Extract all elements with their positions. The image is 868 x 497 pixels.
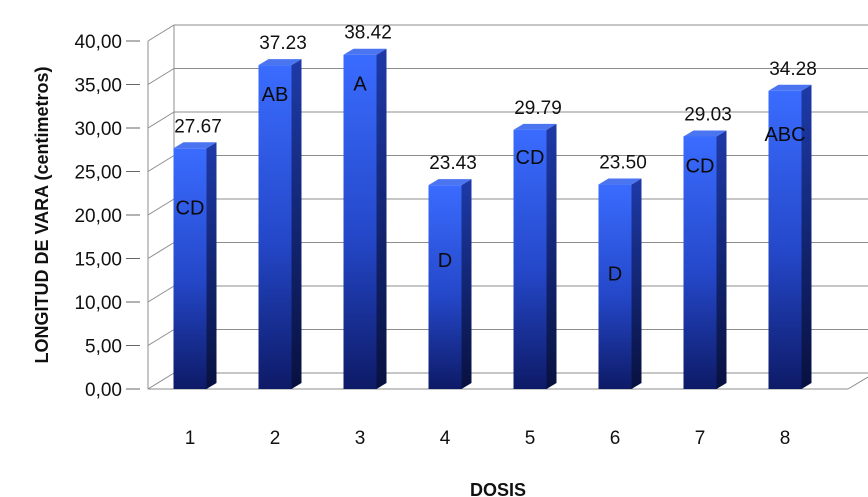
gridline-connector [147, 372, 175, 390]
y-tick-label: 25,00 [74, 163, 122, 184]
bar-side [376, 48, 387, 389]
bar-5 [513, 123, 557, 390]
bar-top [173, 142, 217, 149]
gridline-connector [147, 24, 175, 42]
value-label: 27.67 [174, 116, 222, 137]
bar-top [343, 48, 387, 55]
bar-2 [258, 59, 302, 389]
bar-1 [173, 142, 217, 389]
bar-side [546, 123, 557, 390]
group-label: CD [516, 147, 545, 169]
bar-side [461, 179, 472, 389]
gridline-connector [147, 68, 175, 85]
group-label: A [353, 74, 367, 96]
bar-side [631, 178, 642, 389]
group-label: CD [686, 155, 715, 177]
bar-front [258, 65, 292, 389]
value-label: 34.28 [769, 59, 817, 80]
x-tick-label: 8 [780, 428, 791, 449]
bar-top [513, 123, 557, 130]
bar-front [343, 54, 377, 389]
y-axis-title: LONGITUD DE VARA (centimetros) [32, 66, 52, 363]
floor-edge [847, 376, 868, 390]
x-tick-label: 4 [440, 428, 451, 449]
x-tick-label: 7 [695, 428, 706, 449]
y-tick-label: 10,00 [74, 293, 122, 314]
gridline-connector [147, 155, 175, 172]
bar-7 [683, 130, 727, 389]
gridline-connector [147, 329, 175, 346]
x-tick-label: 3 [355, 428, 366, 449]
bar-side [801, 84, 812, 389]
gridline-connector [147, 111, 175, 129]
value-label: 29.79 [514, 98, 562, 119]
bar-front [428, 185, 462, 389]
bar-top [598, 178, 642, 185]
value-label: 37.23 [259, 33, 307, 54]
y-tick-label: 0,00 [85, 380, 122, 401]
bar-front [683, 136, 717, 389]
bar-top [428, 179, 472, 186]
group-label: AB [262, 84, 289, 106]
group-label: ABC [764, 124, 805, 146]
x-tick-label: 5 [525, 428, 536, 449]
bar-top [683, 130, 727, 137]
y-tick-label: 35,00 [74, 76, 122, 97]
x-tick-label: 1 [185, 428, 196, 449]
group-label: CD [176, 197, 205, 219]
group-label: D [608, 264, 622, 286]
bar-4 [428, 179, 472, 389]
x-axis-title: DOSIS [470, 480, 526, 497]
bar-front [513, 129, 547, 389]
bar-front [768, 90, 802, 389]
gridline-connector [147, 285, 175, 303]
bar-3 [343, 48, 387, 389]
group-label: D [438, 250, 452, 272]
bars [173, 48, 812, 390]
gridline-connector [147, 198, 175, 216]
bar-side [716, 130, 727, 389]
value-label: 23.50 [599, 153, 647, 174]
y-tick-label: 30,00 [74, 119, 122, 140]
x-tick-label: 2 [270, 428, 281, 449]
bar-side [206, 142, 217, 389]
value-label: 23.43 [429, 153, 477, 174]
bar-8 [768, 84, 812, 389]
axes: 0,00 5,00 10,00 15,00 20,00 25,00 30,00 35,00 40… [74, 25, 868, 401]
bar-front [173, 148, 207, 389]
y-tick-label: 5,00 [85, 337, 122, 358]
y-tick-label: 40,00 [74, 32, 122, 53]
y-tick-label: 20,00 [74, 206, 122, 227]
gridlines [147, 24, 868, 390]
bar-6 [598, 178, 642, 389]
chart-labels: 27.67 CD 1 37.23 AB 2 38.42 A 3 23.43 D 4 29.79 CD 5 23… [174, 23, 817, 449]
value-label: 38.42 [344, 23, 392, 44]
bar-top [768, 84, 812, 91]
y-tick-label: 15,00 [74, 250, 122, 271]
gridline-connector [147, 242, 175, 259]
bar-top [258, 59, 302, 66]
x-tick-label: 6 [610, 428, 621, 449]
value-label: 29.03 [684, 104, 732, 125]
bar-side [291, 59, 302, 389]
bar-front [598, 184, 632, 389]
